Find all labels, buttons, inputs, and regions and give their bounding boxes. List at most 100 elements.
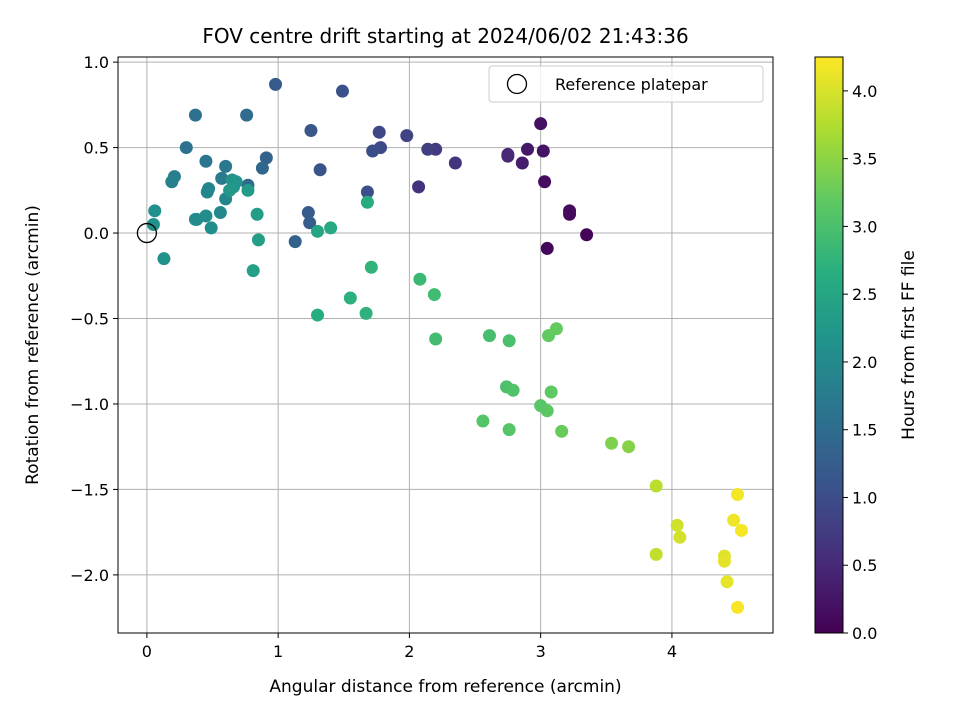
data-point xyxy=(313,163,327,177)
colorbar: 0.0 0.5 1.0 1.5 2.0 2.5 3.0 3.5 4.0 Hours from f… xyxy=(814,56,919,643)
data-point xyxy=(544,385,558,399)
y-tick-label: −0.5 xyxy=(70,310,109,329)
x-axis-label: Angular distance from reference (arcmin) xyxy=(269,677,621,697)
data-point xyxy=(311,224,325,238)
data-point xyxy=(219,159,233,173)
y-tick-label: 0.5 xyxy=(84,139,109,158)
data-point xyxy=(199,154,213,168)
data-point xyxy=(540,404,554,418)
data-point xyxy=(727,513,741,527)
colorbar-tick-label: 0.0 xyxy=(852,624,877,643)
data-point xyxy=(157,252,171,266)
data-point xyxy=(502,334,516,348)
colorbar-tick-label: 2.5 xyxy=(852,285,877,304)
y-tick-label: 0.0 xyxy=(84,224,109,243)
reference-marker xyxy=(136,222,158,244)
reference-platepar-point xyxy=(136,222,158,244)
data-point xyxy=(622,440,636,454)
data-point xyxy=(649,479,663,493)
chart-title: FOV centre drift starting at 2024/06/02 … xyxy=(202,24,688,48)
legend-marker-reference xyxy=(506,73,528,95)
legend-entry-reference: Reference platepar xyxy=(555,75,708,94)
data-point xyxy=(580,228,594,242)
data-point xyxy=(324,221,338,235)
data-point xyxy=(549,322,563,336)
colorbar-tick-label: 2.0 xyxy=(852,353,877,372)
legend: Reference platepar xyxy=(488,65,764,103)
x-tick-label: 1 xyxy=(273,642,283,661)
data-point xyxy=(734,523,748,537)
data-point xyxy=(146,218,160,232)
data-point xyxy=(360,185,374,199)
data-point xyxy=(476,414,490,428)
data-point xyxy=(412,180,426,194)
data-point xyxy=(241,183,255,197)
data-point xyxy=(515,156,529,170)
data-point xyxy=(731,488,745,502)
colorbar-tick-label: 1.0 xyxy=(852,488,877,507)
data-point xyxy=(717,554,731,568)
x-tick-label: 2 xyxy=(404,642,414,661)
data-point xyxy=(448,156,462,170)
x-ticks: 0 1 2 3 4 xyxy=(142,633,677,661)
data-point xyxy=(360,195,374,209)
data-point xyxy=(536,144,550,158)
data-points xyxy=(146,77,748,614)
colorbar-label: Hours from first FF file xyxy=(899,250,919,440)
data-point xyxy=(179,141,193,155)
data-point xyxy=(311,308,325,322)
data-point xyxy=(165,175,179,189)
data-point xyxy=(563,204,577,218)
y-axis-label: Rotation from reference (arcmin) xyxy=(23,205,43,485)
grid xyxy=(118,57,773,633)
data-point xyxy=(343,291,357,305)
colorbar-tick-label: 3.0 xyxy=(852,217,877,236)
data-point xyxy=(731,600,745,614)
colorbar-tick-label: 1.5 xyxy=(852,421,877,440)
data-point xyxy=(255,161,269,175)
x-tick-label: 4 xyxy=(667,642,677,661)
data-point xyxy=(534,117,548,131)
data-point xyxy=(429,332,443,346)
data-point xyxy=(673,530,687,544)
legend-box xyxy=(488,65,764,103)
data-point xyxy=(246,264,260,278)
y-ticks: 1.0 0.5 0.0 −0.5 −1.0 −1.5 −2.0 xyxy=(70,53,118,585)
x-tick-label: 3 xyxy=(536,642,546,661)
data-point xyxy=(364,260,378,274)
y-tick-label: 1.0 xyxy=(84,53,109,72)
data-point xyxy=(502,423,516,437)
data-point xyxy=(335,84,349,98)
y-tick-label: −1.5 xyxy=(70,480,109,499)
data-point xyxy=(240,108,254,122)
data-point xyxy=(304,123,318,137)
data-point xyxy=(538,175,552,189)
x-tick-label: 0 xyxy=(142,642,152,661)
data-point xyxy=(269,77,283,91)
data-point xyxy=(427,288,441,302)
data-point xyxy=(421,142,435,156)
data-point xyxy=(400,129,414,143)
data-point xyxy=(366,144,380,158)
colorbar-tick-label: 0.5 xyxy=(852,556,877,575)
data-point xyxy=(372,125,386,139)
data-point xyxy=(148,204,162,218)
data-point xyxy=(223,183,237,197)
data-point xyxy=(204,221,218,235)
data-point xyxy=(251,233,265,247)
data-point xyxy=(670,518,684,532)
data-point xyxy=(200,185,214,199)
data-point xyxy=(501,147,515,161)
data-point xyxy=(303,216,317,230)
colorbar-tick-label: 3.5 xyxy=(852,150,877,169)
data-point xyxy=(506,383,520,397)
plot-frame xyxy=(117,56,774,634)
colorbar-tick-label: 4.0 xyxy=(852,82,877,101)
data-point xyxy=(540,241,554,255)
data-point xyxy=(199,209,213,223)
data-point xyxy=(720,575,734,589)
colorbar-ticks: 0.0 0.5 1.0 1.5 2.0 2.5 3.0 3.5 4.0 xyxy=(843,82,877,643)
data-point xyxy=(482,329,496,343)
data-point xyxy=(301,206,315,220)
data-point xyxy=(555,424,569,438)
